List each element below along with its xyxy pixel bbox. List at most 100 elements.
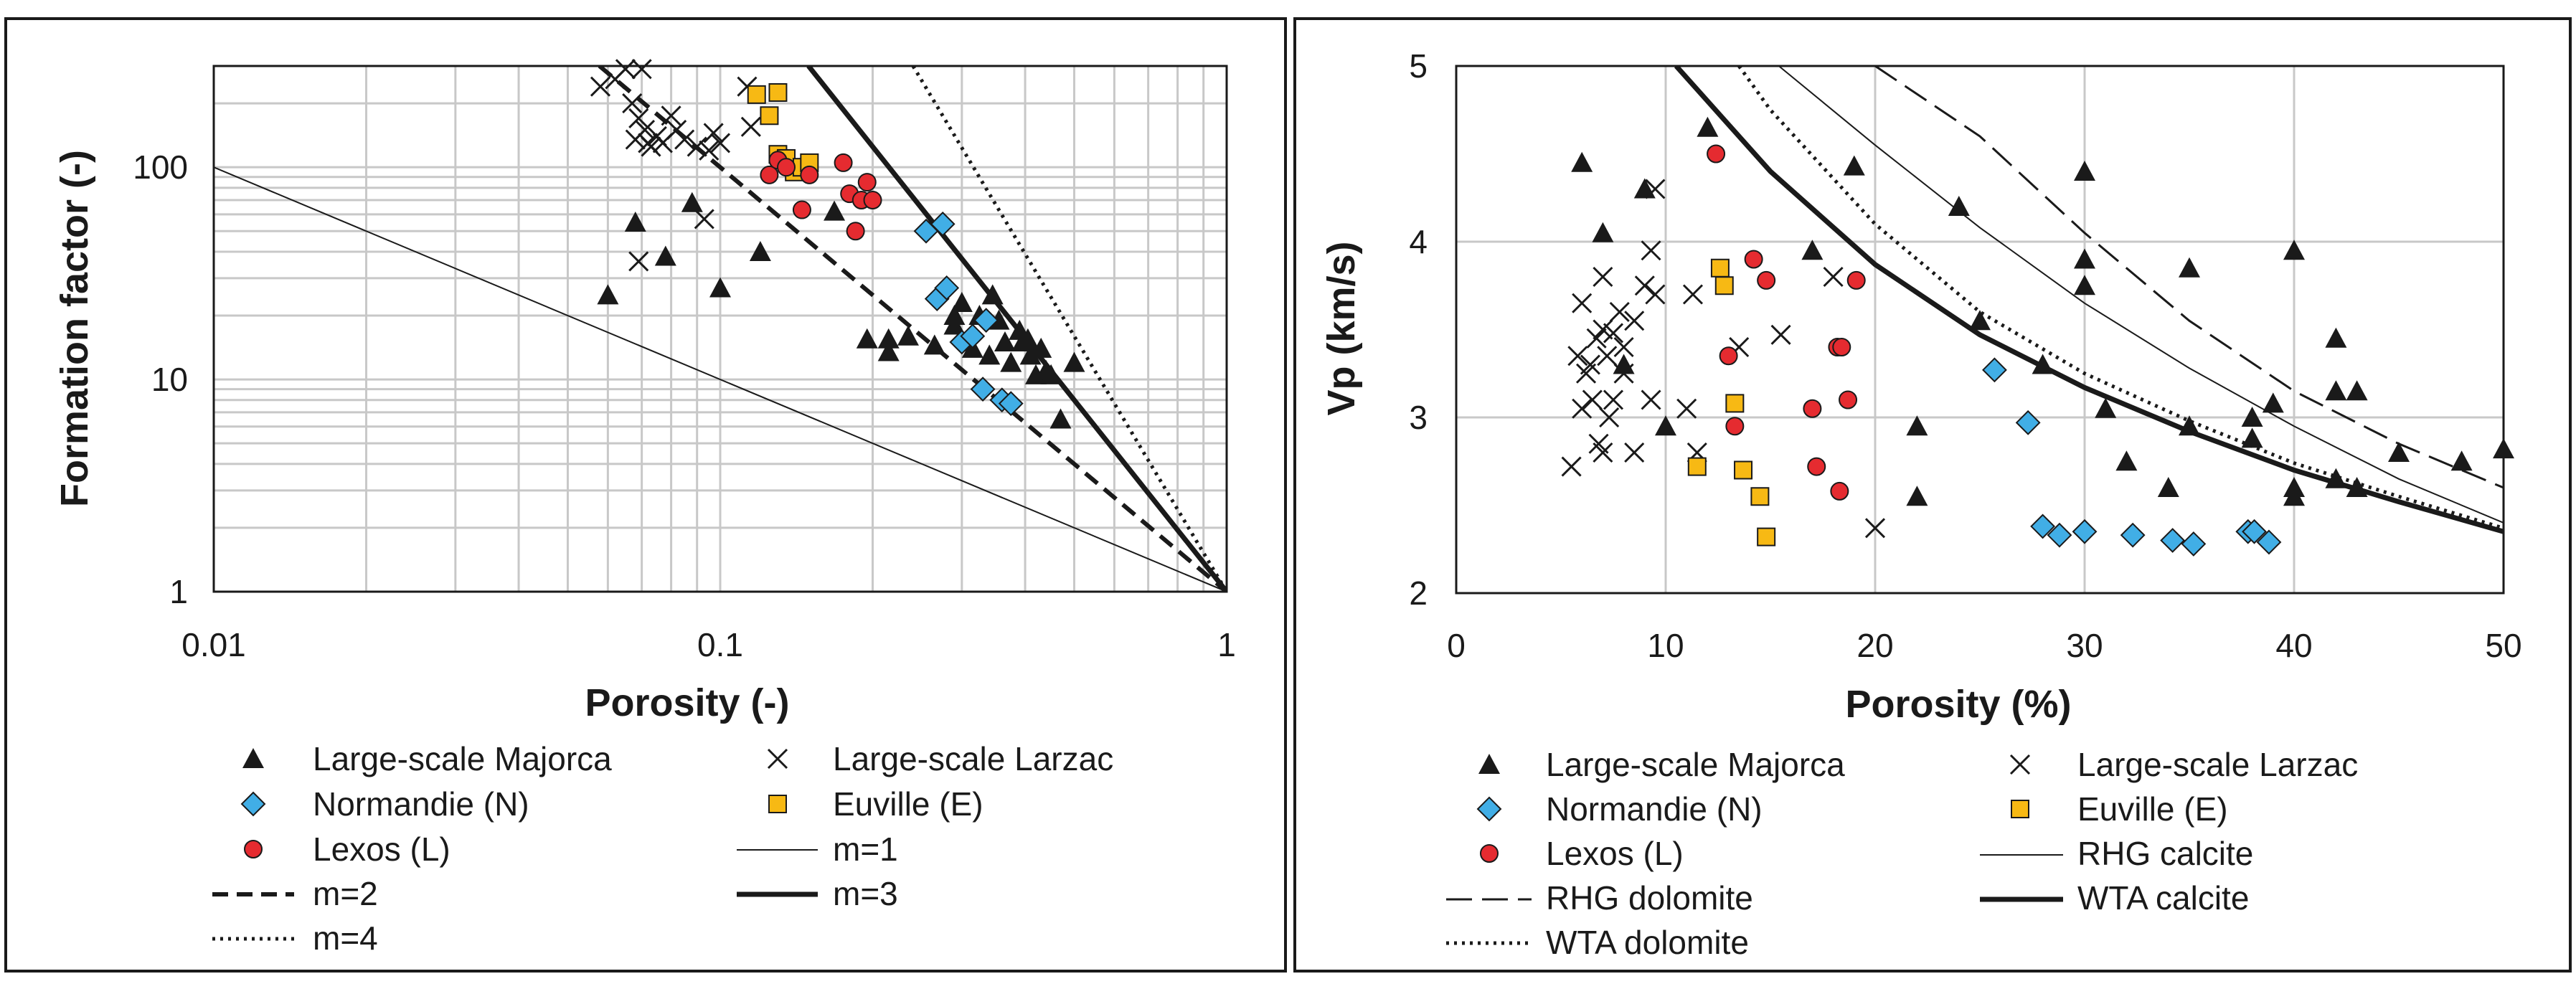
legend-diamond-icon	[1476, 796, 1502, 822]
majorca-point	[856, 328, 878, 349]
legend-cross-marker	[2009, 754, 2031, 775]
legend-diamond-marker	[240, 791, 266, 817]
x-tick-label: 50	[2485, 627, 2521, 664]
legend-label-m4: m=4	[313, 919, 378, 957]
larzac-point	[666, 120, 687, 141]
left-legend-item-larzac: Large-scale Larzac	[767, 740, 1113, 777]
right-legend: Large-scale Majorca Large-scale Larzac N…	[1446, 746, 2358, 961]
larzac-point	[1613, 363, 1634, 384]
majorca-point	[2032, 354, 2054, 374]
majorca-point	[2074, 161, 2095, 181]
x-tick-label: 0	[1447, 627, 1466, 664]
left-tick-labels: 0.01 0.1 1 1 10 100	[133, 148, 1236, 663]
larzac-point	[622, 93, 643, 114]
legend-diamond-marker	[1476, 796, 1502, 822]
euville-point	[1757, 527, 1776, 546]
larzac-point	[628, 108, 649, 129]
larzac-point	[615, 59, 636, 80]
larzac-point	[1593, 319, 1613, 340]
majorca-point	[749, 240, 771, 261]
left-gridlines	[212, 65, 1227, 593]
normandie-point	[2030, 514, 2056, 539]
majorca-point	[824, 200, 846, 221]
majorca-point	[2283, 477, 2305, 497]
lexos-point	[1725, 417, 1745, 436]
majorca-point	[2325, 327, 2347, 348]
left-panel: 0.01 0.1 1 1 10 100 Porosity (-) Formation fa…	[4, 17, 1287, 973]
left-legend: Large-scale Majorca Large-scale Larzac N…	[212, 740, 1113, 957]
right-panel: 0 10 20 30 40 50 2 3 4 5 Porosity (%) Vp (km/s) L…	[1293, 17, 2572, 973]
majorca-point	[950, 292, 973, 313]
majorca-point	[1049, 408, 1072, 429]
larzac-point	[641, 136, 661, 157]
x-tick-label: 0.01	[181, 626, 246, 663]
legend-square-icon	[768, 795, 787, 813]
y-tick-label: 4	[1409, 223, 1428, 260]
left-legend-item-normandie: Normandie (N)	[240, 785, 529, 823]
larzac-point	[1624, 442, 1645, 463]
larzac-point	[631, 59, 652, 80]
x-tick-label: 1	[1217, 626, 1236, 663]
majorca-point	[2074, 275, 2095, 295]
legend-label-normandie: Normandie (N)	[1546, 790, 1763, 828]
normandie-point	[970, 377, 996, 402]
normandie-point	[998, 391, 1024, 417]
right-x-axis-title: Porosity (%)	[1845, 683, 2071, 726]
euville-point	[768, 82, 788, 102]
legend-cross-icon	[767, 748, 788, 770]
majorca-point	[1906, 486, 1928, 506]
right-legend-item-lexos: Lexos (L)	[1480, 835, 1684, 872]
majorca-point	[1801, 240, 1824, 260]
majorca-point	[1843, 155, 1865, 176]
right-legend-item-rhg-calcite: RHG calcite	[1980, 835, 2253, 872]
legend-square-marker	[2011, 800, 2029, 818]
larzac-point	[1645, 284, 1666, 305]
lexos-point	[1832, 338, 1851, 356]
legend-label-larzac: Large-scale Larzac	[2077, 746, 2358, 783]
larzac-point	[1567, 346, 1588, 366]
normandie-point	[934, 275, 960, 301]
normandie-point	[2242, 519, 2267, 544]
majorca-point	[2095, 397, 2117, 418]
lexos-point	[777, 158, 796, 177]
y-tick-label: 1	[169, 573, 188, 610]
left-x-axis-title: Porosity (-)	[585, 681, 789, 724]
y-tick-label: 10	[151, 361, 188, 398]
majorca-point	[978, 344, 1001, 365]
legend-circle-marker	[244, 840, 263, 858]
legend-label-lexos: Lexos (L)	[313, 831, 450, 868]
legend-label-rhg-calcite: RHG calcite	[2077, 835, 2253, 872]
legend-label-wta-calcite: WTA calcite	[2077, 879, 2249, 917]
majorca-point	[2179, 415, 2200, 436]
right-legend-item-wta-calcite: WTA calcite	[1980, 879, 2249, 917]
lexos-point	[760, 165, 779, 184]
larzac-point	[674, 129, 695, 150]
right-y-axis-title: Vp (km/s)	[1320, 241, 1363, 415]
larzac-point	[1593, 266, 1613, 288]
model-line-wta-dolomite	[1737, 66, 2504, 530]
normandie-point	[1982, 357, 2007, 383]
larzac-point	[1641, 389, 1661, 410]
majorca-point	[2346, 380, 2368, 401]
majorca-point	[1697, 116, 1719, 137]
larzac-point	[1572, 398, 1593, 419]
euville-point	[1714, 276, 1734, 295]
larzac-point	[1603, 389, 1624, 410]
larzac-point	[1641, 240, 1661, 261]
majorca-point	[1016, 328, 1039, 349]
normandie-point	[2015, 410, 2041, 435]
larzac-point	[740, 116, 761, 137]
majorca-point	[2115, 450, 2138, 471]
legend-label-normandie: Normandie (N)	[313, 785, 529, 823]
lexos-point	[800, 165, 819, 184]
legend-label-larzac: Large-scale Larzac	[833, 740, 1113, 777]
legend-label-rhg-dolomite: RHG dolomite	[1546, 879, 1753, 917]
larzac-point	[1603, 323, 1624, 344]
majorca-point	[1030, 337, 1052, 358]
legend-circle-marker	[1480, 844, 1499, 863]
majorca-point	[943, 305, 966, 326]
majorca-point	[654, 245, 676, 266]
x-tick-label: 30	[2066, 627, 2103, 664]
larzac-point	[590, 76, 611, 97]
larzac-point	[1572, 293, 1593, 313]
